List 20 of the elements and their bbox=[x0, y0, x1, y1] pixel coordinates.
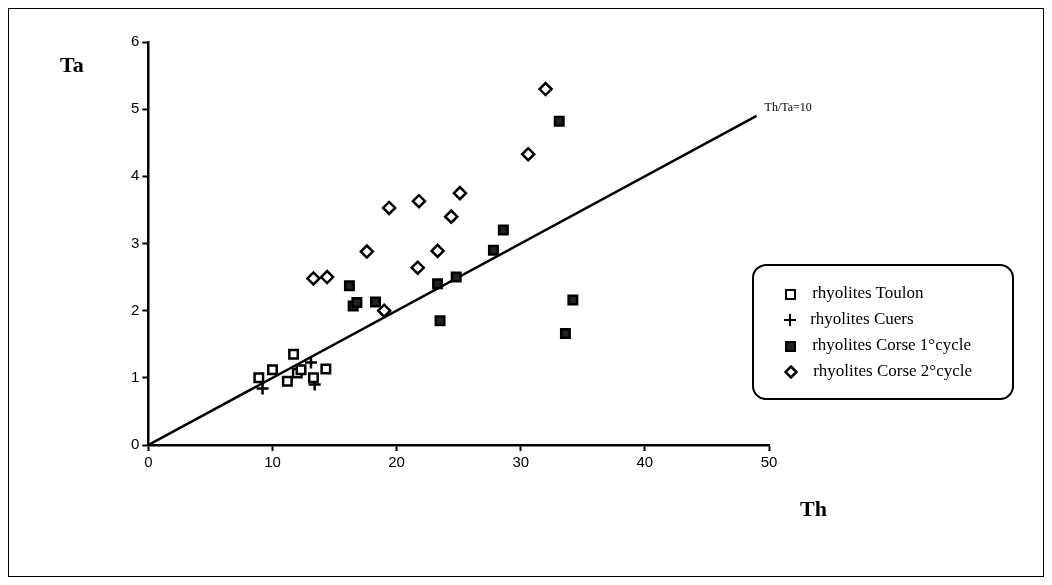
legend-label: rhyolites Corse 1°cycle bbox=[812, 335, 971, 354]
x-tick-label: 40 bbox=[636, 453, 654, 471]
legend-label: rhyolites Cuers bbox=[810, 309, 914, 328]
y-tick-label: 4 bbox=[131, 166, 140, 184]
annotation: Th/Ta=10 bbox=[764, 100, 812, 115]
x-tick-label: 20 bbox=[388, 453, 405, 471]
legend-label: rhyolites Corse 2°cycle bbox=[813, 361, 972, 380]
x-tick-label: 50 bbox=[760, 453, 778, 471]
y-tick-label: 1 bbox=[131, 367, 140, 385]
y-tick-label: 2 bbox=[131, 300, 140, 318]
x-axis-title: Th bbox=[800, 496, 827, 522]
y-tick-label: 6 bbox=[131, 32, 140, 50]
y-tick-label: 0 bbox=[131, 435, 140, 453]
y-axis-title: Ta bbox=[60, 52, 84, 78]
x-tick-label: 30 bbox=[512, 453, 530, 471]
y-tick-label: 3 bbox=[131, 233, 140, 251]
y-tick-label: 5 bbox=[131, 99, 140, 117]
x-tick-label: 10 bbox=[264, 453, 281, 471]
x-tick-label: 0 bbox=[144, 453, 153, 471]
legend-label: rhyolites Toulon bbox=[812, 283, 924, 302]
